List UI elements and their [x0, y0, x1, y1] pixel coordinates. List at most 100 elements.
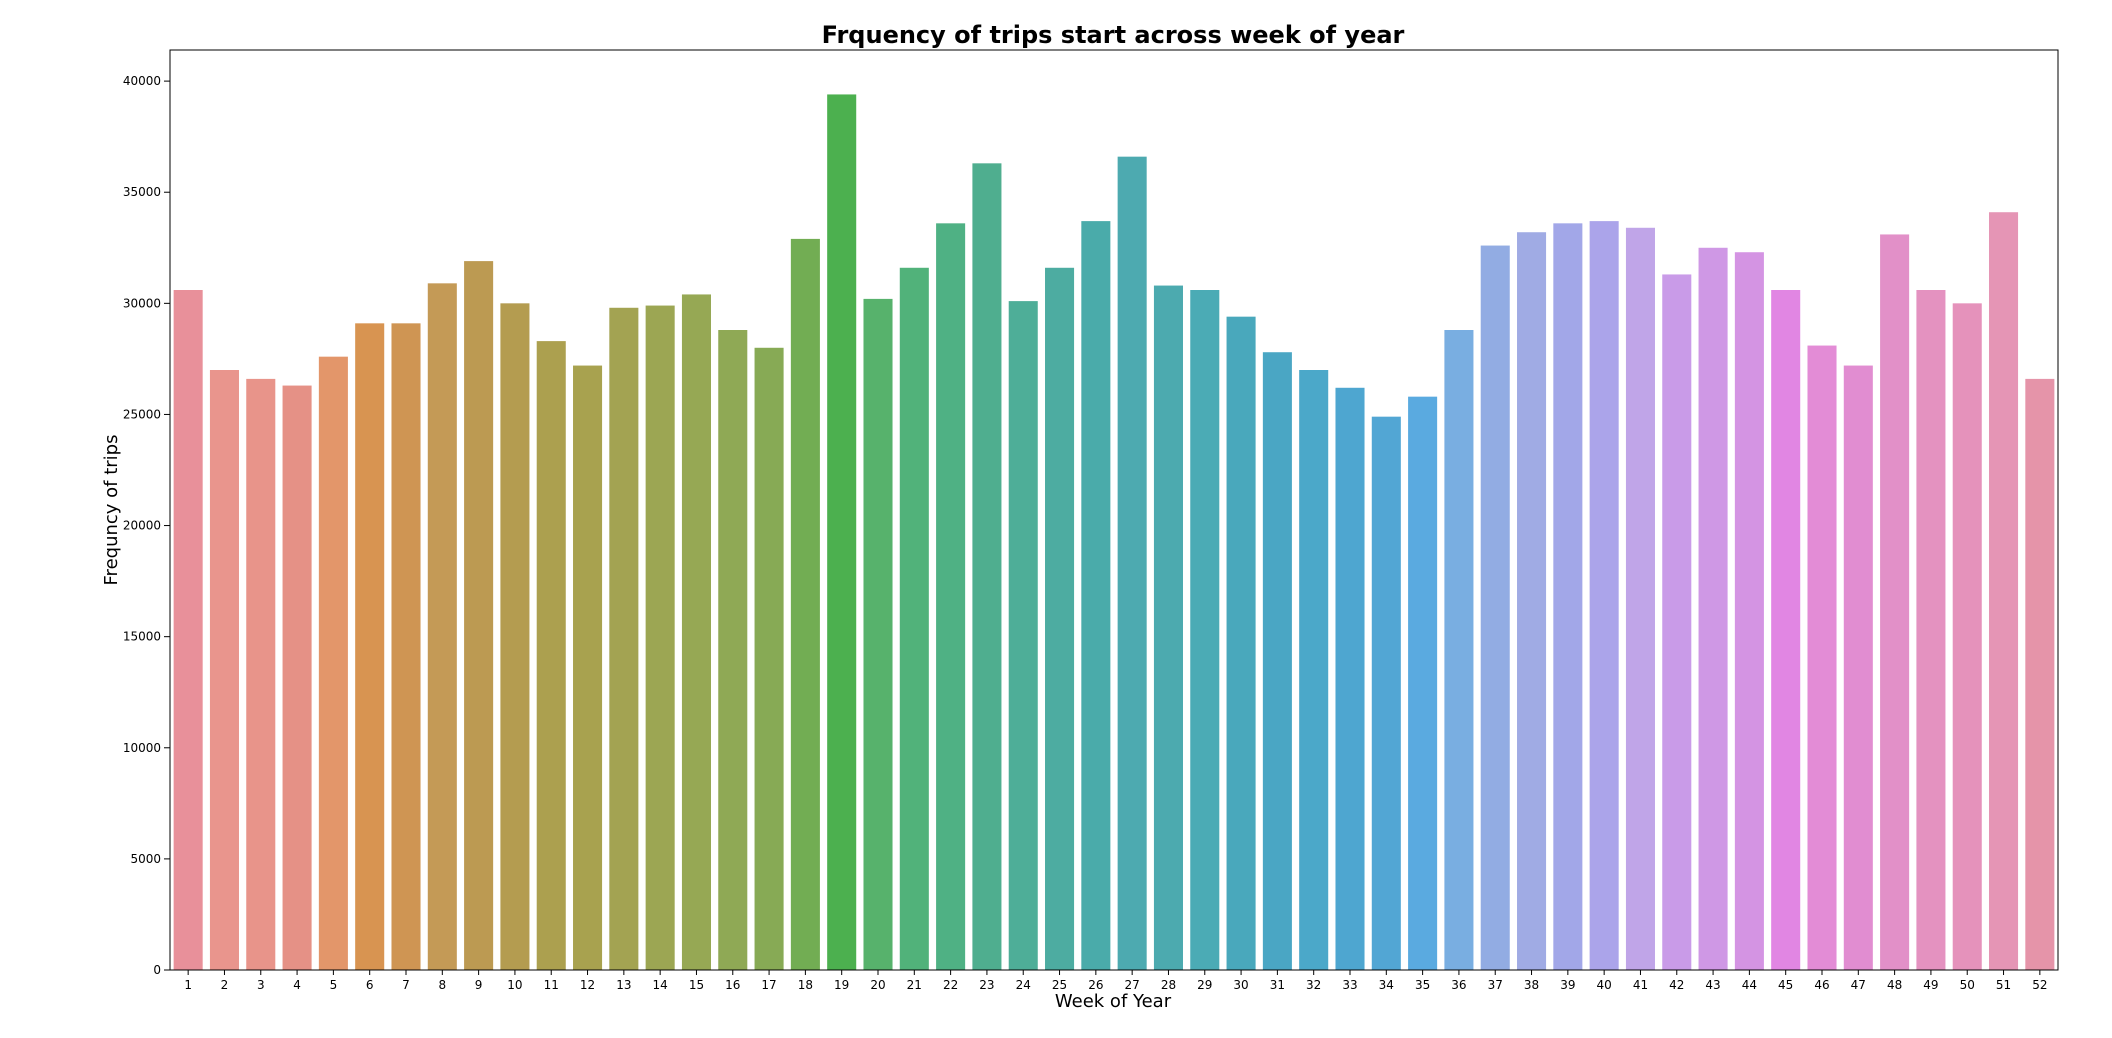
- bar-week-5: [318, 356, 348, 970]
- x-tick-label: 15: [689, 978, 704, 992]
- bar-week-19: [827, 94, 857, 970]
- x-tick-label: 25: [1052, 978, 1067, 992]
- x-tick-label: 32: [1306, 978, 1321, 992]
- bar-week-23: [972, 163, 1002, 970]
- bar-week-7: [391, 323, 421, 971]
- x-tick-label: 28: [1161, 978, 1176, 992]
- x-tick-label: 40: [1597, 978, 1612, 992]
- x-tick-label: 31: [1270, 978, 1285, 992]
- bar-week-46: [1807, 345, 1837, 970]
- x-tick-label: 14: [653, 978, 668, 992]
- x-tick-label: 10: [507, 978, 522, 992]
- x-tick-label: 37: [1488, 978, 1503, 992]
- bar-week-30: [1226, 316, 1256, 970]
- bar-week-16: [718, 330, 748, 970]
- x-tick-label: 23: [979, 978, 994, 992]
- x-tick-label: 51: [1996, 978, 2011, 992]
- x-tick-label: 22: [943, 978, 958, 992]
- x-tick-label: 48: [1887, 978, 1902, 992]
- bar-week-33: [1335, 387, 1365, 970]
- x-tick-label: 29: [1197, 978, 1212, 992]
- y-tick-label: 15000: [123, 630, 161, 644]
- x-tick-label: 5: [330, 978, 338, 992]
- bar-week-34: [1371, 416, 1401, 970]
- x-tick-label: 18: [798, 978, 813, 992]
- bar-week-41: [1625, 227, 1655, 970]
- bar-week-15: [681, 294, 711, 970]
- y-tick-label: 40000: [123, 74, 161, 88]
- x-tick-label: 47: [1851, 978, 1866, 992]
- x-tick-label: 9: [475, 978, 483, 992]
- bar-week-50: [1952, 303, 1982, 971]
- bar-week-3: [246, 378, 276, 970]
- y-tick-label: 35000: [123, 185, 161, 199]
- bar-week-9: [464, 261, 494, 970]
- y-tick-label: 0: [153, 963, 161, 977]
- bar-week-4: [282, 385, 312, 970]
- plot-frame: [169, 49, 2059, 971]
- x-tick-label: 36: [1451, 978, 1466, 992]
- bar-week-12: [573, 365, 603, 970]
- x-axis-ticks: 1 2 3 4 5 6 7 8 9 10 11 12 13 14 15 16 17 18 19 20 21 22 23 24 2…: [184, 970, 2047, 992]
- x-tick-label: 27: [1125, 978, 1140, 992]
- bar-week-1: [173, 290, 203, 970]
- bar-week-44: [1734, 252, 1764, 971]
- bar-week-22: [936, 223, 966, 970]
- y-tick-label: 30000: [123, 296, 161, 310]
- x-tick-label: 30: [1233, 978, 1248, 992]
- x-tick-label: 8: [438, 978, 446, 992]
- x-tick-label: 41: [1633, 978, 1648, 992]
- bar-week-51: [1989, 212, 2019, 971]
- y-tick-label: 25000: [123, 407, 161, 421]
- x-tick-label: 46: [1814, 978, 1829, 992]
- x-tick-label: 3: [257, 978, 265, 992]
- x-tick-label: 4: [293, 978, 301, 992]
- y-tick-label: 20000: [123, 519, 161, 533]
- x-tick-label: 7: [402, 978, 410, 992]
- bars-group: [173, 94, 2055, 971]
- y-axis-ticks: 0 5000 10000 15000 20000 25000 30000 35000 40000: [123, 74, 170, 977]
- x-tick-label: 50: [1960, 978, 1975, 992]
- x-tick-label: 52: [2032, 978, 2047, 992]
- x-tick-label: 1: [184, 978, 192, 992]
- x-tick-label: 16: [725, 978, 740, 992]
- bar-week-47: [1843, 365, 1873, 970]
- bar-week-52: [2025, 378, 2055, 970]
- x-tick-label: 17: [761, 978, 776, 992]
- bar-week-24: [1008, 301, 1038, 970]
- bar-week-21: [899, 267, 929, 970]
- x-tick-label: 49: [1923, 978, 1938, 992]
- bar-week-45: [1771, 290, 1801, 970]
- bar-week-42: [1662, 274, 1692, 970]
- x-tick-label: 33: [1342, 978, 1357, 992]
- bar-week-13: [609, 307, 639, 970]
- x-axis-label: Week of Year: [1055, 991, 1172, 1012]
- bar-week-11: [536, 341, 566, 970]
- x-tick-label: 21: [907, 978, 922, 992]
- x-tick-label: 12: [580, 978, 595, 992]
- x-tick-label: 13: [616, 978, 631, 992]
- x-tick-label: 42: [1669, 978, 1684, 992]
- y-tick-label: 5000: [130, 852, 161, 866]
- x-tick-label: 45: [1778, 978, 1793, 992]
- bar-week-26: [1081, 221, 1111, 971]
- x-tick-label: 44: [1742, 978, 1757, 992]
- bar-week-25: [1045, 267, 1075, 970]
- bar-week-2: [209, 370, 239, 970]
- y-tick-label: 10000: [123, 741, 161, 755]
- bar-week-43: [1698, 247, 1728, 970]
- x-tick-label: 39: [1560, 978, 1575, 992]
- x-tick-label: 19: [834, 978, 849, 992]
- bar-week-49: [1916, 290, 1946, 970]
- bar-week-28: [1153, 285, 1183, 970]
- x-tick-label: 24: [1016, 978, 1031, 992]
- bar-week-17: [754, 347, 784, 970]
- bar-week-29: [1190, 290, 1220, 970]
- bar-week-39: [1553, 223, 1583, 970]
- x-tick-label: 6: [366, 978, 374, 992]
- bar-week-20: [863, 298, 893, 970]
- bar-week-40: [1589, 221, 1619, 971]
- x-tick-label: 26: [1088, 978, 1103, 992]
- x-tick-label: 2: [221, 978, 229, 992]
